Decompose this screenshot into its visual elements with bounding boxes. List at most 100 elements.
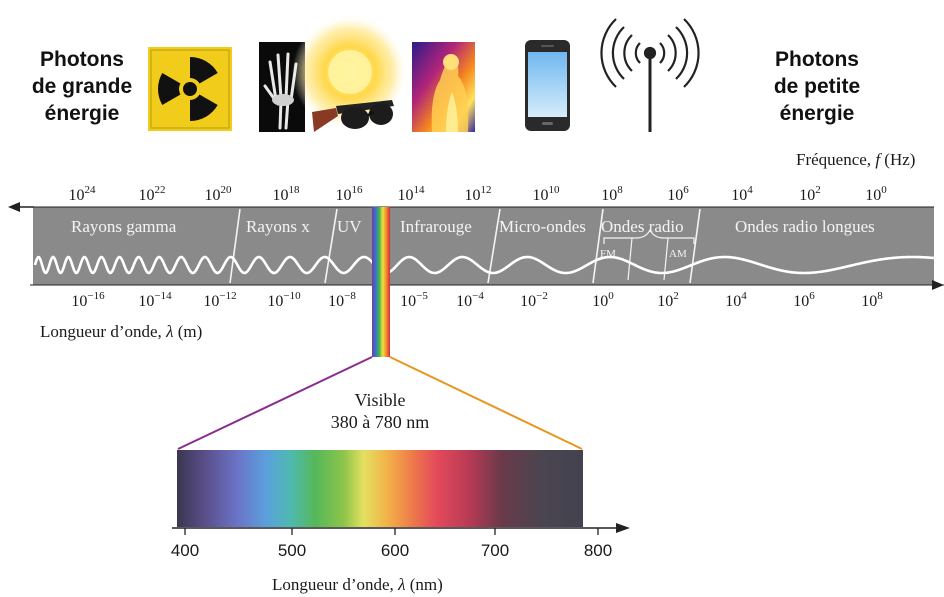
frequency-tick-12-exponent: 0 <box>881 184 887 196</box>
wavelength-tick-4: 10−8 <box>328 290 356 310</box>
nm-axis-label-text: Longueur d’onde, <box>272 575 394 594</box>
wavelength-tick-7-base: 10 <box>520 293 536 310</box>
wavelength-tick-11-exponent: 6 <box>809 290 815 302</box>
frequency-tick-5-exponent: 14 <box>414 184 426 196</box>
frequency-tick-12: 100 <box>865 184 887 204</box>
frequency-unit: (Hz) <box>884 150 916 169</box>
wavelength-tick-8-base: 10 <box>592 293 608 310</box>
wavelength-tick-10-exponent: 4 <box>741 290 747 302</box>
nm-ticks: 400 500 600 700 800 <box>171 528 612 560</box>
frequency-tick-4: 1016 <box>336 184 364 204</box>
wavelength-tick-3-base: 10 <box>267 293 283 310</box>
band-label-long-radio: Ondes radio longues <box>735 217 875 236</box>
wavelength-tick-2: 10−12 <box>203 290 236 310</box>
visible-spectrum <box>177 450 583 527</box>
nm-axis-symbol: λ <box>398 575 406 594</box>
photons-high-line-2: de grande <box>31 75 133 98</box>
nm-tick-label-4: 800 <box>584 541 612 560</box>
wavelength-tick-0-base: 10 <box>71 293 87 310</box>
frequency-tick-2-base: 10 <box>205 187 221 204</box>
wavelength-tick-11-base: 10 <box>793 293 809 310</box>
nm-tick-label-3: 700 <box>481 541 509 560</box>
sub-band-am: AM <box>669 248 687 260</box>
wavelength-tick-4-exponent: −8 <box>344 290 356 302</box>
wavelength-tick-2-base: 10 <box>203 293 219 310</box>
wavelength-tick-9-exponent: 2 <box>673 290 679 302</box>
frequency-tick-7: 1010 <box>533 184 561 204</box>
wavelength-tick-6-base: 10 <box>456 293 472 310</box>
frequency-tick-11-base: 10 <box>799 187 815 204</box>
photons-high-energy-label: Photons de grande énergie <box>22 46 142 127</box>
visible-title: Visible <box>354 390 406 410</box>
frequency-tick-10: 104 <box>731 184 753 204</box>
nm-tick-label-0: 400 <box>171 541 199 560</box>
wavelength-label-text: Longueur d’onde, <box>40 322 162 341</box>
frequency-tick-8: 108 <box>601 184 623 204</box>
wavelength-tick-5-exponent: −5 <box>416 290 428 302</box>
frequency-tick-3: 1018 <box>273 184 301 204</box>
wavelength-tick-5: 10−5 <box>400 290 428 310</box>
frequency-tick-3-exponent: 18 <box>289 184 301 196</box>
frequency-tick-11: 102 <box>799 184 821 204</box>
frequency-tick-5-base: 10 <box>398 187 414 204</box>
photons-low-line-1: Photons <box>775 48 859 71</box>
wavelength-tick-6: 10−4 <box>456 290 484 310</box>
band-label-microwave: Micro-ondes <box>499 217 586 236</box>
band-dividers <box>229 208 701 284</box>
visible-range: 380 à 780 nm <box>330 412 430 432</box>
wavelength-tick-12-base: 10 <box>861 293 877 310</box>
right-guide-line <box>389 356 583 450</box>
nm-axis-label: Longueur d’onde, λ (nm) <box>272 575 443 595</box>
band-label-gamma: Rayons gamma <box>71 217 177 236</box>
frequency-tick-3-base: 10 <box>273 187 289 204</box>
wavelength-tick-2-exponent: −12 <box>219 290 236 302</box>
band-label-uv: UV <box>337 217 362 236</box>
wavelength-tick-0-exponent: −16 <box>87 290 105 302</box>
wavelength-axis-arrow <box>932 280 944 290</box>
wavelength-tick-8: 100 <box>592 290 614 310</box>
frequency-tick-10-exponent: 4 <box>747 184 753 196</box>
wavelength-tick-7-exponent: −2 <box>536 290 548 302</box>
wavelength-tick-12: 108 <box>861 290 883 310</box>
frequency-tick-0-base: 10 <box>69 187 85 204</box>
wavelength-axis-label: Longueur d’onde, λ (m) <box>40 322 202 342</box>
photons-low-line-3: énergie <box>779 102 855 125</box>
frequency-tick-6-exponent: 12 <box>481 184 492 196</box>
nm-tick-label-1: 500 <box>278 541 306 560</box>
band-label-xray: Rayons x <box>246 217 310 236</box>
frequency-tick-8-exponent: 8 <box>617 184 623 196</box>
frequency-tick-1-exponent: 22 <box>155 184 166 196</box>
frequency-axis-label: Fréquence, f (Hz) <box>796 150 915 170</box>
wavelength-tick-8-exponent: 0 <box>608 290 614 302</box>
photons-low-energy-label: Photons de petite énergie <box>757 46 877 127</box>
frequency-tick-7-exponent: 10 <box>549 184 561 196</box>
band-label-infrared: Infrarouge <box>400 217 472 236</box>
wavelength-ticks: 10−16 10−14 10−12 10−10 10−8 10−5 10−4 10−2 100 1… <box>71 290 883 310</box>
wavelength-tick-11: 106 <box>793 290 815 310</box>
wavelength-tick-3: 10−10 <box>267 290 301 310</box>
frequency-tick-0-exponent: 24 <box>85 184 97 196</box>
nm-tick-label-2: 600 <box>381 541 409 560</box>
frequency-tick-9-base: 10 <box>667 187 683 204</box>
band-label-radio: Ondes radio <box>601 217 684 236</box>
wavelength-symbol: λ <box>166 322 174 341</box>
frequency-tick-1-base: 10 <box>139 187 155 204</box>
wavelength-tick-5-base: 10 <box>400 293 416 310</box>
wavelength-tick-0: 10−16 <box>71 290 105 310</box>
nm-axis-unit: (nm) <box>409 575 443 594</box>
photons-high-line-3: énergie <box>44 102 120 125</box>
visible-slice <box>372 207 390 357</box>
wavelength-tick-1-exponent: −14 <box>154 290 172 302</box>
thermal-image-icon <box>412 42 475 132</box>
frequency-symbol: f <box>875 150 881 169</box>
frequency-tick-6-base: 10 <box>465 187 481 204</box>
frequency-tick-8-base: 10 <box>601 187 617 204</box>
frequency-tick-2: 1020 <box>205 184 233 204</box>
wavelength-tick-9: 102 <box>657 290 679 310</box>
wavelength-tick-10-base: 10 <box>725 293 741 310</box>
photons-low-line-2: de petite <box>773 75 861 98</box>
frequency-tick-10-base: 10 <box>731 187 747 204</box>
sun-icon <box>292 14 408 130</box>
wavelength-tick-1: 10−14 <box>138 290 172 310</box>
